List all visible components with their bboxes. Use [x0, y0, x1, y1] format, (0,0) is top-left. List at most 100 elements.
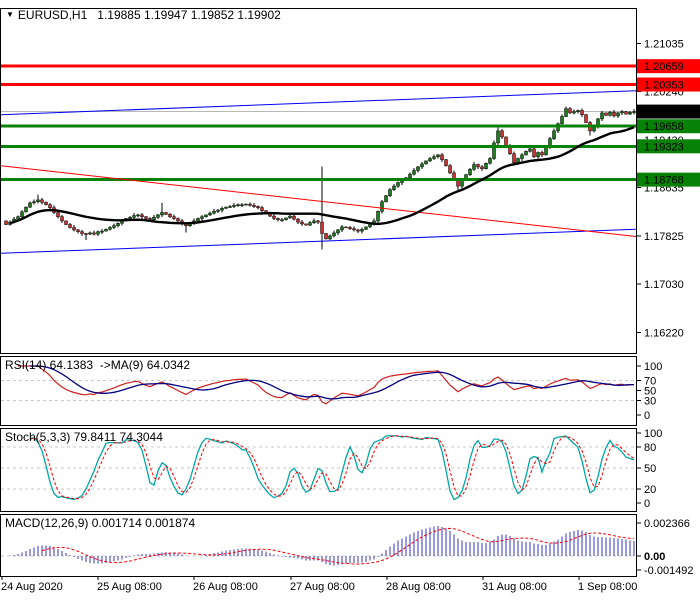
price-badge	[637, 104, 700, 119]
candle-up	[88, 232, 92, 235]
candle-down	[540, 152, 544, 156]
candle-up	[224, 206, 228, 209]
candle-up	[408, 173, 412, 178]
candle-up	[468, 169, 472, 175]
candle-up	[628, 112, 632, 115]
ohlc-values: 1.19885 1.19947 1.19852 1.19902	[97, 8, 281, 22]
candle-down	[452, 172, 456, 180]
time-label: 24 Aug 2020	[1, 581, 63, 593]
candle-down	[300, 221, 304, 225]
candle-down	[448, 165, 452, 174]
ma-overlay	[9, 125, 635, 226]
time-label: 25 Aug 08:00	[97, 581, 162, 593]
candle-down	[256, 206, 260, 208]
candle-up	[396, 182, 400, 187]
candle-down	[444, 159, 448, 166]
candle-up	[16, 216, 20, 220]
candle-up	[496, 130, 500, 144]
candle-up	[280, 219, 284, 221]
price-badge-label: 1.20353	[644, 80, 684, 92]
candle-up	[632, 111, 636, 113]
candle-down	[76, 229, 80, 232]
candle-up	[104, 229, 108, 232]
price-badge	[637, 119, 700, 134]
candle-down	[316, 220, 320, 223]
candle-up	[492, 142, 496, 159]
indicator-axis-label: 100	[644, 428, 662, 440]
candle-up	[212, 211, 216, 214]
candle-up	[384, 195, 388, 202]
candle-up	[436, 154, 440, 157]
candle-up	[128, 217, 132, 219]
candle-up	[244, 203, 248, 206]
price-badge-label: 1.18768	[644, 175, 684, 187]
macd-signal-line	[41, 527, 635, 565]
macd-indicator-label: MACD(12,26,9) 0.001714 0.001874	[5, 516, 196, 530]
candle-up	[160, 212, 164, 216]
time-ticks	[1, 576, 580, 580]
candle-down	[320, 221, 324, 234]
candle-down	[604, 112, 608, 116]
candle-up	[412, 170, 416, 175]
indicator-axis-label: 30	[644, 395, 656, 407]
candle-up	[432, 156, 436, 159]
candle-up	[560, 116, 564, 124]
candle-down	[260, 207, 264, 211]
candle-up	[576, 110, 580, 112]
candle-up	[108, 227, 112, 230]
candle-down	[532, 148, 536, 157]
candle-down	[292, 215, 296, 220]
candle-down	[476, 164, 480, 168]
candle-down	[352, 228, 356, 231]
candle-down	[272, 215, 276, 219]
support-resistance-lines	[1, 64, 636, 182]
candle-up	[312, 220, 316, 223]
candle-up	[572, 111, 576, 114]
candle-up	[28, 202, 32, 208]
candle-up	[472, 164, 476, 170]
price-badge	[637, 77, 700, 92]
candle-up	[240, 204, 244, 206]
candle-down	[68, 224, 72, 228]
indicator-axis-label: 50	[644, 386, 656, 398]
candle-up	[392, 185, 396, 190]
symbol-dropdown-icon[interactable]: ▼	[6, 10, 14, 19]
price-badge	[637, 59, 700, 74]
candle-up	[536, 152, 540, 157]
candle-down	[56, 212, 60, 217]
candle-up	[488, 158, 492, 164]
candle-down	[612, 112, 616, 117]
channel-top	[0, 90, 637, 116]
price-badge-label: 1.19323	[644, 141, 684, 153]
candle-down	[80, 231, 84, 234]
candle-down	[252, 205, 256, 207]
rsi-indicator-label: RSI(14) 64.1383 ->MA(9) 64.0342	[5, 358, 191, 372]
candle-down	[480, 166, 484, 169]
candle-down	[44, 202, 48, 205]
candle-down	[164, 212, 168, 215]
candle-down	[348, 227, 352, 229]
candle-up	[364, 226, 368, 230]
indicator-axis-label: 70	[644, 376, 656, 388]
candle-up	[220, 208, 224, 211]
symbol-period-label: EURUSD,H1	[17, 8, 88, 22]
candle-up	[32, 201, 36, 204]
candle-up	[520, 154, 524, 159]
candle-up	[24, 206, 28, 213]
candle-up	[216, 209, 220, 212]
price-badge-label: 1.19658	[644, 121, 684, 133]
candle-up	[152, 217, 156, 220]
candle-down	[296, 218, 300, 223]
stoch-panel: 100 80 50 20 0	[29, 428, 662, 510]
rsi-line	[18, 365, 635, 405]
trendlines	[0, 90, 637, 254]
candle-up	[236, 204, 240, 206]
candle-down	[324, 233, 328, 240]
price-badge-label: 1.19902	[644, 107, 684, 119]
candle-up	[528, 148, 532, 152]
candle-down	[4, 220, 8, 225]
candle-up	[420, 163, 424, 168]
candle-down	[580, 110, 584, 115]
